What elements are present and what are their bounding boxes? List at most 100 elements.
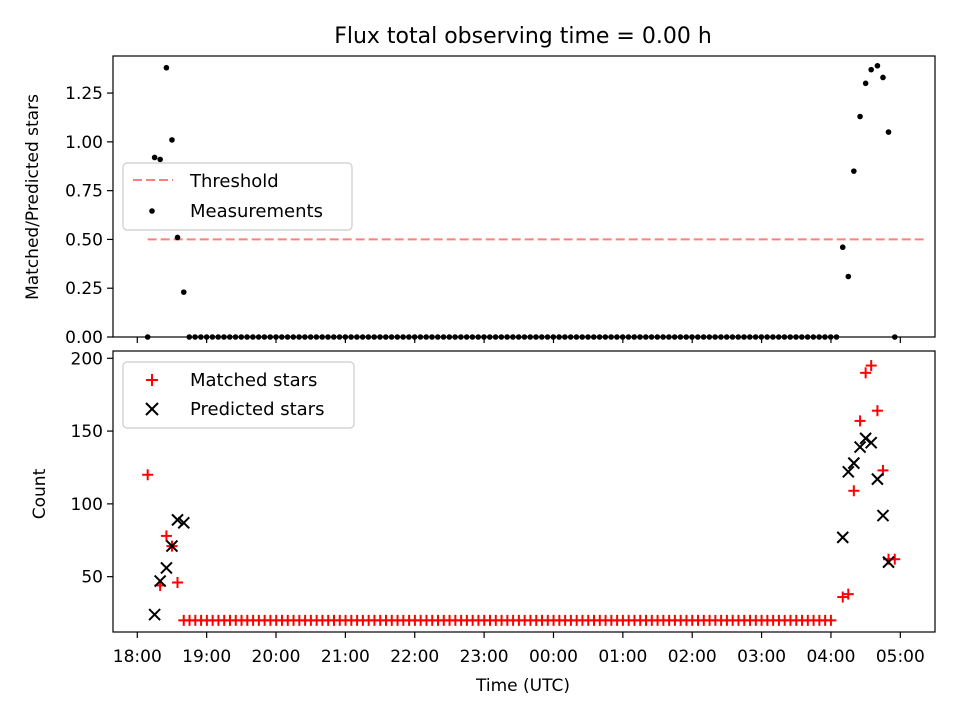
measurement-point: [857, 113, 863, 120]
measurement-point: [608, 334, 614, 340]
predicted-star-point: [847, 456, 861, 470]
measurement-point: [250, 334, 256, 340]
measurement-point: [538, 334, 545, 340]
measurement-point: [284, 334, 291, 340]
legend-matched-label: Matched stars: [190, 370, 317, 391]
x-tick-label: 22:00: [390, 647, 439, 667]
measurement-point: [498, 334, 505, 340]
measurement-point: [660, 334, 666, 340]
matched-star-point: [860, 367, 872, 379]
x-tick-label: 20:00: [252, 647, 301, 667]
bottom-y-tick-label: 100: [71, 495, 103, 515]
measurement-point: [793, 334, 799, 340]
bottom-y-tick-label: 200: [71, 349, 103, 369]
measurement-point: [417, 334, 424, 340]
measurement-point: [238, 334, 245, 340]
measurement-point: [290, 334, 297, 340]
measurement-point: [833, 334, 840, 340]
measurement-point: [198, 334, 204, 340]
measurement-point: [741, 334, 747, 340]
top-y-ticks: 0.00 0.25 0.50 0.75 1.00 1.25: [65, 84, 113, 348]
measurement-point: [839, 244, 846, 251]
measurement-point: [458, 334, 464, 340]
measurement-point: [492, 334, 499, 340]
measurement-point: [567, 334, 574, 340]
measurement-point: [874, 62, 881, 69]
measurement-point: [336, 334, 343, 340]
measurement-point: [706, 334, 713, 340]
measurement-point: [463, 334, 470, 340]
x-tick-label: 21:00: [321, 647, 370, 667]
measurement-point: [174, 234, 181, 241]
measurement-point: [735, 334, 742, 340]
bottom-y-tick-label: 50: [81, 568, 103, 588]
measurement-point: [666, 334, 672, 340]
x-tick-label: 04:00: [806, 647, 855, 667]
measurement-point: [822, 334, 828, 340]
measurement-point: [400, 334, 406, 340]
measurement-point: [573, 334, 580, 340]
measurement-point: [625, 334, 632, 340]
top-y-tick-label: 0.75: [65, 182, 103, 202]
measurement-point: [215, 334, 221, 340]
top-legend: Threshold Measurements: [122, 162, 353, 231]
measurement-point: [700, 334, 707, 340]
measurement-point: [394, 334, 401, 340]
measurement-point: [602, 334, 609, 340]
measurement-point: [325, 334, 331, 340]
measurement-point: [764, 334, 770, 340]
measurement-point: [515, 334, 522, 340]
measurement-point: [261, 334, 268, 340]
matched-star-point: [837, 591, 849, 603]
measurement-point: [504, 334, 510, 340]
predicted-star-point: [153, 574, 167, 588]
measurement-point: [486, 334, 493, 340]
measurement-point: [562, 334, 568, 340]
measurement-point: [186, 334, 193, 340]
measurement-point: [157, 156, 163, 163]
measurement-point: [845, 273, 852, 280]
flux-ratio-panel: 0.00 0.25 0.50 0.75 1.00 1.25 Matched/Predict…: [23, 55, 936, 348]
top-y-tick-label: 0.25: [65, 279, 103, 299]
top-y-tick-label: 1.25: [65, 84, 103, 104]
x-tick-label: 18:00: [113, 647, 162, 667]
measurement-point: [527, 334, 534, 340]
measurement-point: [221, 334, 227, 340]
measurement-point: [770, 334, 776, 340]
predicted-star-point: [864, 436, 878, 449]
measurement-point: [637, 334, 643, 340]
measurement-point: [799, 334, 805, 340]
measurement-point: [313, 334, 320, 340]
predicted-star-point: [853, 440, 867, 454]
bottom-x-ticks: 18:00 19:00 20:00 21:00 22:00 23:00 00:00 01:00…: [113, 632, 925, 667]
measurement-point: [521, 334, 528, 340]
measurement-point: [278, 334, 285, 340]
measurement-point: [868, 66, 874, 73]
measurement-point: [388, 334, 395, 340]
measurement-point: [307, 334, 314, 340]
measurement-point: [267, 334, 273, 340]
measurement-point: [642, 334, 649, 340]
measurement-point: [729, 334, 736, 340]
measurement-point: [255, 334, 262, 340]
measurement-point: [232, 334, 239, 340]
predicted-star-point: [882, 555, 895, 569]
measurement-point: [694, 334, 701, 340]
measurement-point: [180, 289, 187, 295]
measurement-point: [746, 334, 753, 340]
predicted-star-point: [148, 608, 161, 621]
measurement-point: [434, 334, 441, 340]
measurement-point: [648, 334, 655, 340]
x-tick-label: 01:00: [598, 647, 647, 667]
measurement-point: [683, 334, 690, 340]
top-x-ticks: [136, 337, 901, 343]
measurement-point: [446, 334, 453, 340]
predicted-star-point: [160, 561, 173, 575]
bottom-legend-box: [122, 361, 355, 429]
measurement-point: [510, 334, 516, 340]
measurement-point: [677, 334, 684, 340]
matched-star-point: [848, 485, 860, 497]
top-marks: [144, 62, 925, 340]
predicted-star-point: [177, 516, 190, 530]
measurement-point: [614, 334, 620, 340]
